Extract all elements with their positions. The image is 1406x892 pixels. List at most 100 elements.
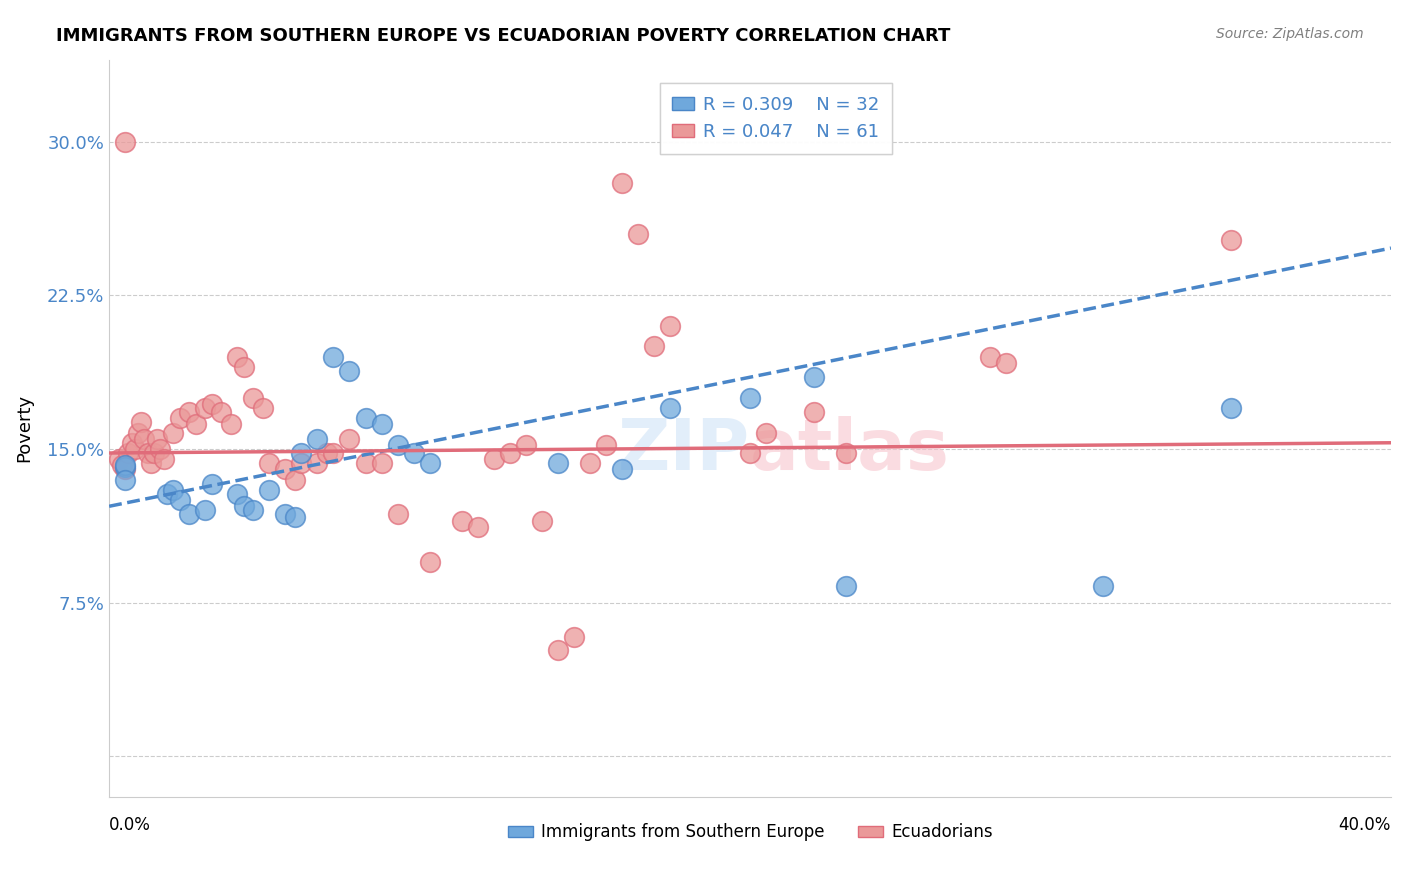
Point	[995, 356, 1018, 370]
Point	[467, 520, 489, 534]
Point	[259, 456, 281, 470]
Point	[143, 446, 166, 460]
Point	[419, 555, 441, 569]
Point	[259, 483, 281, 497]
Point	[274, 508, 297, 522]
Point	[201, 476, 224, 491]
Point	[370, 417, 392, 432]
Point	[627, 227, 650, 241]
Point	[339, 364, 361, 378]
Point	[482, 452, 505, 467]
Point	[111, 458, 134, 473]
Point	[232, 359, 254, 374]
Point	[450, 514, 472, 528]
Point	[979, 350, 1001, 364]
Text: Source: ZipAtlas.com: Source: ZipAtlas.com	[1216, 27, 1364, 41]
Text: IMMIGRANTS FROM SOUTHERN EUROPE VS ECUADORIAN POVERTY CORRELATION CHART: IMMIGRANTS FROM SOUTHERN EUROPE VS ECUAD…	[56, 27, 950, 45]
Point	[226, 350, 249, 364]
Point	[114, 458, 136, 473]
Point	[209, 405, 232, 419]
Point	[226, 487, 249, 501]
Point	[134, 432, 156, 446]
Point	[136, 446, 159, 460]
Point	[803, 370, 825, 384]
Point	[117, 446, 139, 460]
Point	[835, 579, 858, 593]
Point	[658, 401, 681, 415]
Point	[194, 503, 217, 517]
Point	[114, 135, 136, 149]
Point	[232, 500, 254, 514]
Point	[547, 642, 569, 657]
Point	[307, 432, 329, 446]
Point	[610, 462, 633, 476]
Point	[242, 503, 264, 517]
Point	[419, 456, 441, 470]
Point	[579, 456, 602, 470]
Point	[322, 446, 344, 460]
Text: atlas: atlas	[749, 416, 950, 485]
Point	[114, 462, 136, 476]
Point	[162, 483, 184, 497]
Point	[547, 456, 569, 470]
Point	[610, 176, 633, 190]
Point	[179, 405, 201, 419]
Point	[1091, 579, 1114, 593]
Text: ZIP: ZIP	[617, 416, 749, 485]
Point	[179, 508, 201, 522]
Point	[162, 425, 184, 440]
Point	[387, 508, 409, 522]
Point	[201, 397, 224, 411]
Point	[354, 456, 377, 470]
Point	[803, 405, 825, 419]
Point	[370, 456, 392, 470]
Point	[595, 438, 617, 452]
Point	[402, 446, 425, 460]
Point	[242, 391, 264, 405]
Point	[146, 432, 169, 446]
Point	[124, 442, 146, 456]
Point	[127, 425, 149, 440]
Point	[290, 446, 312, 460]
Point	[252, 401, 274, 415]
Point	[738, 446, 761, 460]
Text: 0.0%: 0.0%	[110, 815, 150, 834]
Point	[149, 442, 172, 456]
Point	[169, 493, 191, 508]
Point	[274, 462, 297, 476]
Point	[184, 417, 207, 432]
Point	[835, 446, 858, 460]
Point	[387, 438, 409, 452]
Text: 40.0%: 40.0%	[1339, 815, 1391, 834]
Point	[284, 509, 307, 524]
Point	[738, 391, 761, 405]
Point	[129, 415, 152, 429]
Point	[1219, 401, 1241, 415]
Point	[499, 446, 522, 460]
Point	[107, 452, 129, 467]
Point	[322, 350, 344, 364]
Point	[169, 411, 191, 425]
Point	[339, 432, 361, 446]
Point	[290, 456, 312, 470]
Point	[307, 456, 329, 470]
Point	[1219, 233, 1241, 247]
Point	[121, 435, 143, 450]
Point	[643, 339, 665, 353]
Y-axis label: Poverty: Poverty	[15, 394, 32, 462]
Point	[194, 401, 217, 415]
Point	[284, 473, 307, 487]
Point	[152, 452, 174, 467]
Point	[139, 456, 162, 470]
Point	[114, 460, 136, 475]
Point	[354, 411, 377, 425]
Point	[530, 514, 553, 528]
Point	[156, 487, 179, 501]
Point	[755, 425, 778, 440]
Point	[515, 438, 537, 452]
Point	[658, 318, 681, 333]
Legend: R = 0.309    N = 32, R = 0.047    N = 61: R = 0.309 N = 32, R = 0.047 N = 61	[659, 83, 891, 153]
Point	[562, 631, 585, 645]
Point	[219, 417, 242, 432]
Point	[114, 473, 136, 487]
